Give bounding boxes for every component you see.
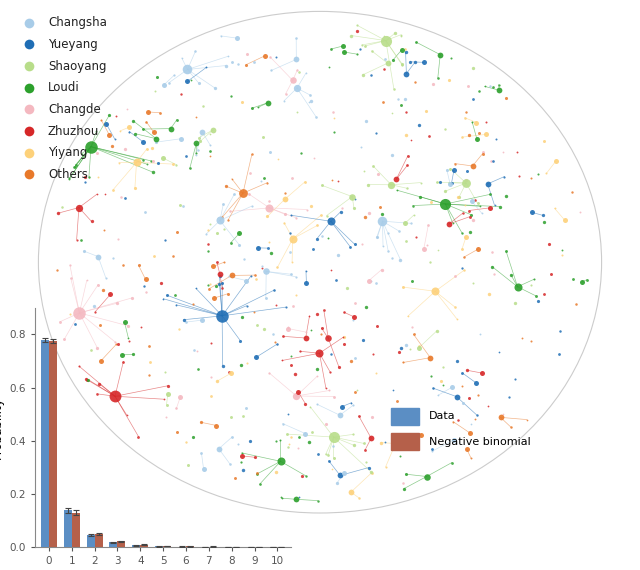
Bar [41, 340, 49, 547]
Text: Others: Others [48, 168, 88, 181]
Bar [109, 543, 118, 547]
Text: Data: Data [429, 411, 456, 421]
Bar [132, 545, 140, 547]
Text: Yiyang: Yiyang [48, 146, 88, 159]
Bar [140, 544, 148, 547]
Text: Changde: Changde [48, 103, 100, 116]
Bar [163, 546, 172, 547]
Text: Yueyang: Yueyang [48, 38, 98, 51]
Text: Zhuzhou: Zhuzhou [48, 125, 99, 137]
Text: Loudi: Loudi [48, 82, 80, 94]
Bar [49, 341, 57, 547]
Text: Shaoyang: Shaoyang [48, 60, 106, 72]
Y-axis label: Probability: Probability [0, 396, 4, 459]
Bar [118, 542, 125, 547]
Bar [72, 512, 80, 547]
Bar [95, 535, 102, 547]
Bar [64, 511, 72, 547]
FancyBboxPatch shape [391, 433, 419, 450]
Text: Negative binomial: Negative binomial [429, 437, 531, 447]
Bar [86, 535, 95, 547]
FancyBboxPatch shape [391, 408, 419, 425]
Text: Changsha: Changsha [48, 17, 107, 29]
